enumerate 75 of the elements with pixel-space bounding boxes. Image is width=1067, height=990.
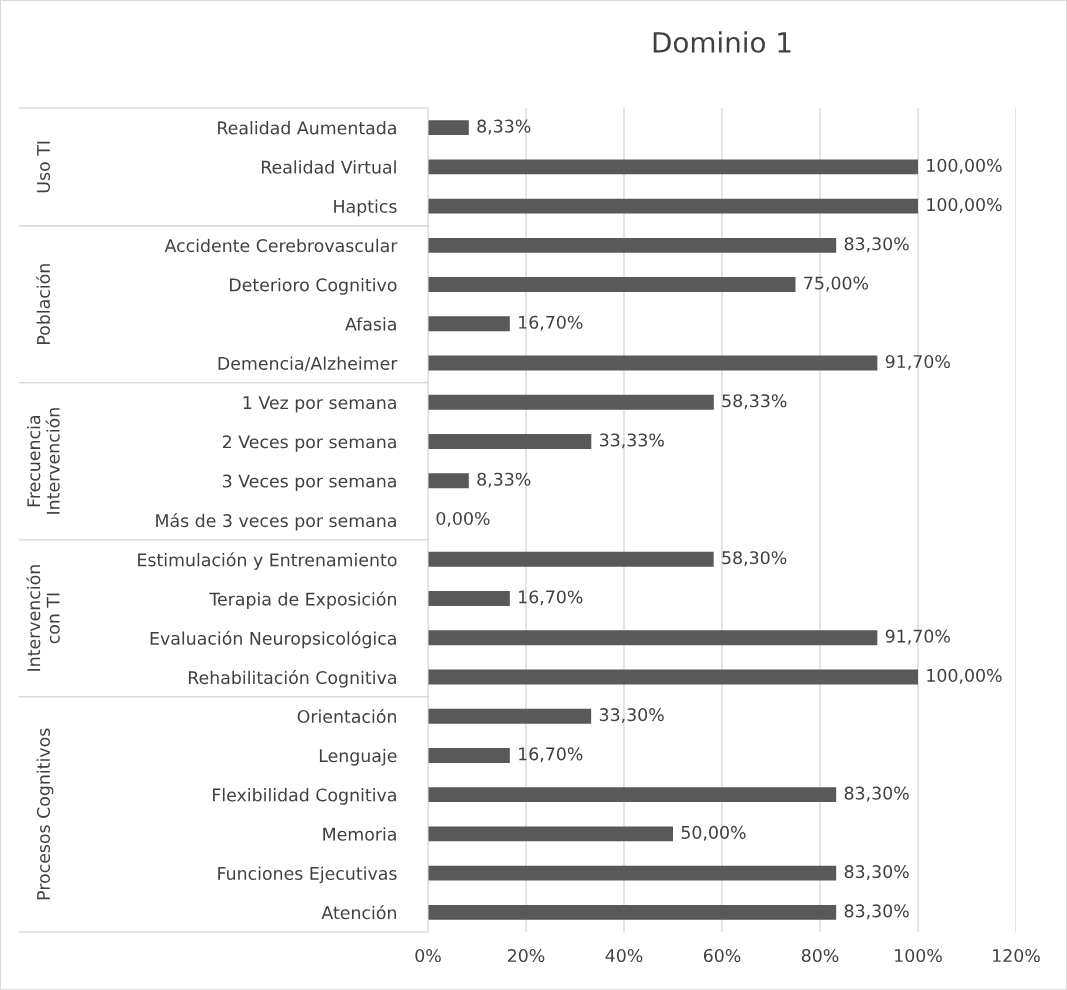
y-tick-label: Funciones Ejecutivas	[218, 866, 397, 884]
bar	[428, 277, 796, 293]
data-label: 100,00%	[927, 668, 1002, 684]
text: Frecuencia Intervención	[26, 408, 60, 514]
y-tick-label: Evaluación Neuropsicológica	[150, 630, 396, 649]
x-tick-label: 120%	[993, 948, 1040, 963]
y-tick-label: 2 Veces por semana	[222, 435, 396, 452]
y-tick-label: 3 Veces por semana	[222, 474, 396, 491]
y-tick-label: Realidad Aumentada	[218, 121, 396, 135]
bar	[428, 355, 878, 371]
data-label: 100,00%	[927, 198, 1002, 213]
y-tick-label: Más de 3 veces por semana	[156, 513, 396, 531]
y-tick-label: Deterioro Cognitivo	[230, 277, 397, 295]
data-label: 100,00%	[927, 158, 1002, 174]
data-label: 0,00%	[436, 511, 490, 527]
text: Población	[35, 264, 51, 344]
bar	[428, 434, 592, 449]
bar	[428, 473, 469, 489]
data-label: 83,30%	[844, 237, 909, 253]
y-tick-label: Lenguaje	[319, 748, 397, 766]
bar	[428, 551, 714, 567]
y-tick-label: Haptics	[334, 199, 397, 217]
y-tick-label: Flexibilidad Cognitiva	[213, 788, 396, 805]
x-tick-label: 40%	[605, 948, 643, 963]
data-label: 75,00%	[804, 276, 869, 292]
text: Uso TI	[37, 141, 51, 193]
data-label: 91,70%	[885, 629, 950, 645]
bar	[428, 630, 878, 646]
bar	[428, 708, 592, 724]
bar	[428, 865, 837, 881]
data-label: 16,70%	[519, 315, 583, 331]
data-label: 33,30%	[599, 708, 664, 723]
bar	[428, 120, 469, 136]
bar	[428, 198, 918, 214]
x-tick-label: 60%	[703, 948, 741, 963]
bar	[428, 904, 837, 920]
bar	[428, 826, 673, 842]
y-tick-label: Afasia	[345, 317, 396, 331]
bar	[428, 591, 510, 606]
data-label: 16,70%	[519, 747, 583, 763]
data-label: 58,33%	[722, 394, 787, 410]
y-tick-label: 1 Vez por semana	[243, 396, 396, 413]
data-label: 83,30%	[844, 865, 909, 880]
bar	[428, 747, 510, 763]
bar	[428, 669, 918, 685]
y-tick-label: Atención	[321, 905, 396, 920]
data-label: 33,33%	[599, 433, 664, 449]
x-tick-label: 100%	[895, 948, 942, 963]
bar	[428, 316, 510, 332]
y-tick-label: Rehabilitación Cognitiva	[188, 670, 396, 688]
y-tick-label: Estimulación y Entrenamiento	[138, 552, 397, 570]
x-tick-label: 80%	[801, 948, 839, 963]
data-label: 83,30%	[844, 786, 909, 802]
chart-title: Dominio 1	[653, 31, 791, 53]
data-label: 91,70%	[885, 354, 950, 370]
y-tick-label: Demencia/Alzheimer	[218, 356, 398, 372]
bar	[428, 394, 714, 410]
bar	[428, 787, 837, 803]
y-tick-label: Realidad Virtual	[261, 160, 396, 174]
y-tick-label: Terapia de Exposición	[209, 591, 396, 610]
data-label: 16,70%	[519, 590, 583, 606]
y-tick-label: Orientación	[297, 708, 396, 724]
data-label: 8,33%	[477, 119, 531, 135]
data-label: 83,30%	[844, 904, 909, 920]
y-tick-label: Memoria	[323, 827, 396, 841]
text: Procesos Cognitivos	[36, 728, 54, 900]
bar	[428, 159, 918, 175]
data-label: 50,00%	[681, 825, 746, 841]
bar	[428, 237, 837, 253]
x-tick-label: 20%	[507, 948, 545, 963]
x-tick-label: 0%	[415, 948, 441, 963]
data-label: 8,33%	[477, 472, 531, 488]
data-label: 58,30%	[722, 551, 787, 567]
y-tick-label: Accidente Cerebrovascular	[164, 238, 398, 253]
text: Intervención con TI	[26, 565, 60, 671]
